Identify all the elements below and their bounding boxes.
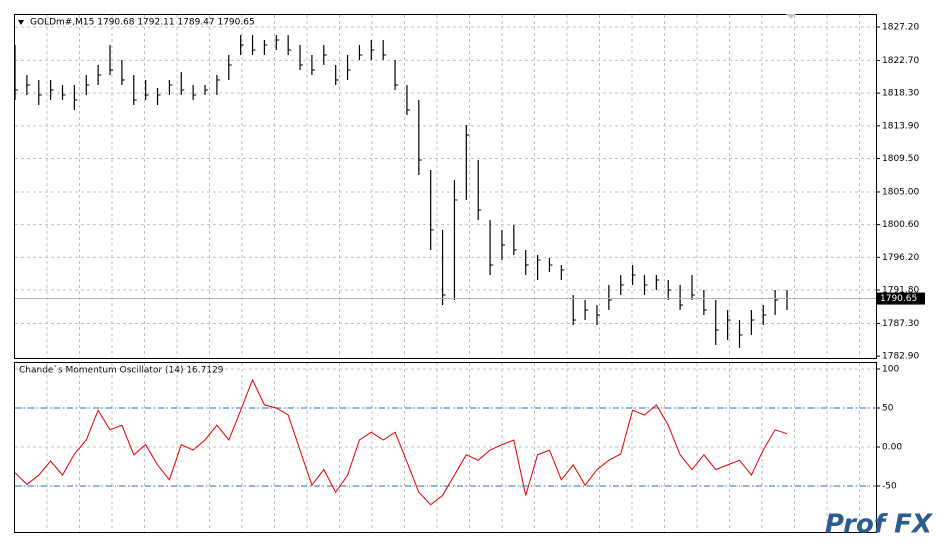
y-tick-label: 1822.70 — [882, 56, 919, 66]
y-tick-label: 1805.00 — [882, 187, 919, 197]
oscillator-line — [14, 378, 788, 506]
current-price-label: 1790.65 — [880, 294, 917, 304]
y-tick-label: 1813.90 — [882, 121, 919, 131]
y-tick-label: -50 — [882, 482, 897, 492]
y-tick-label: 1818.30 — [882, 89, 919, 99]
y-tick-label: 1791.80 — [882, 286, 919, 296]
y-tick-label: 1827.20 — [882, 23, 919, 33]
y-tick-label: 100 — [882, 365, 899, 375]
indicator-title: Chande`s Momentum Oscillator (14) 16.712… — [19, 365, 224, 376]
menu-arrow[interactable] — [18, 20, 24, 25]
price-panel — [14, 14, 877, 359]
y-tick-label: 0.00 — [882, 443, 902, 453]
chart-title: GOLDm#,M15 1790.68 1792.11 1789.47 1790.… — [30, 18, 255, 28]
y-tick-label: 1787.30 — [882, 319, 919, 329]
y-tick-label: 1800.60 — [882, 220, 919, 230]
y-tick-label: 1796.20 — [882, 253, 919, 263]
y-tick-label: 1809.50 — [882, 154, 919, 164]
current-price-box — [877, 292, 925, 305]
y-tick-label: 1782.90 — [882, 352, 919, 362]
y-tick-label: 50 — [882, 404, 894, 414]
watermark: Prof FX — [825, 510, 934, 540]
shift-marker — [786, 14, 796, 19]
